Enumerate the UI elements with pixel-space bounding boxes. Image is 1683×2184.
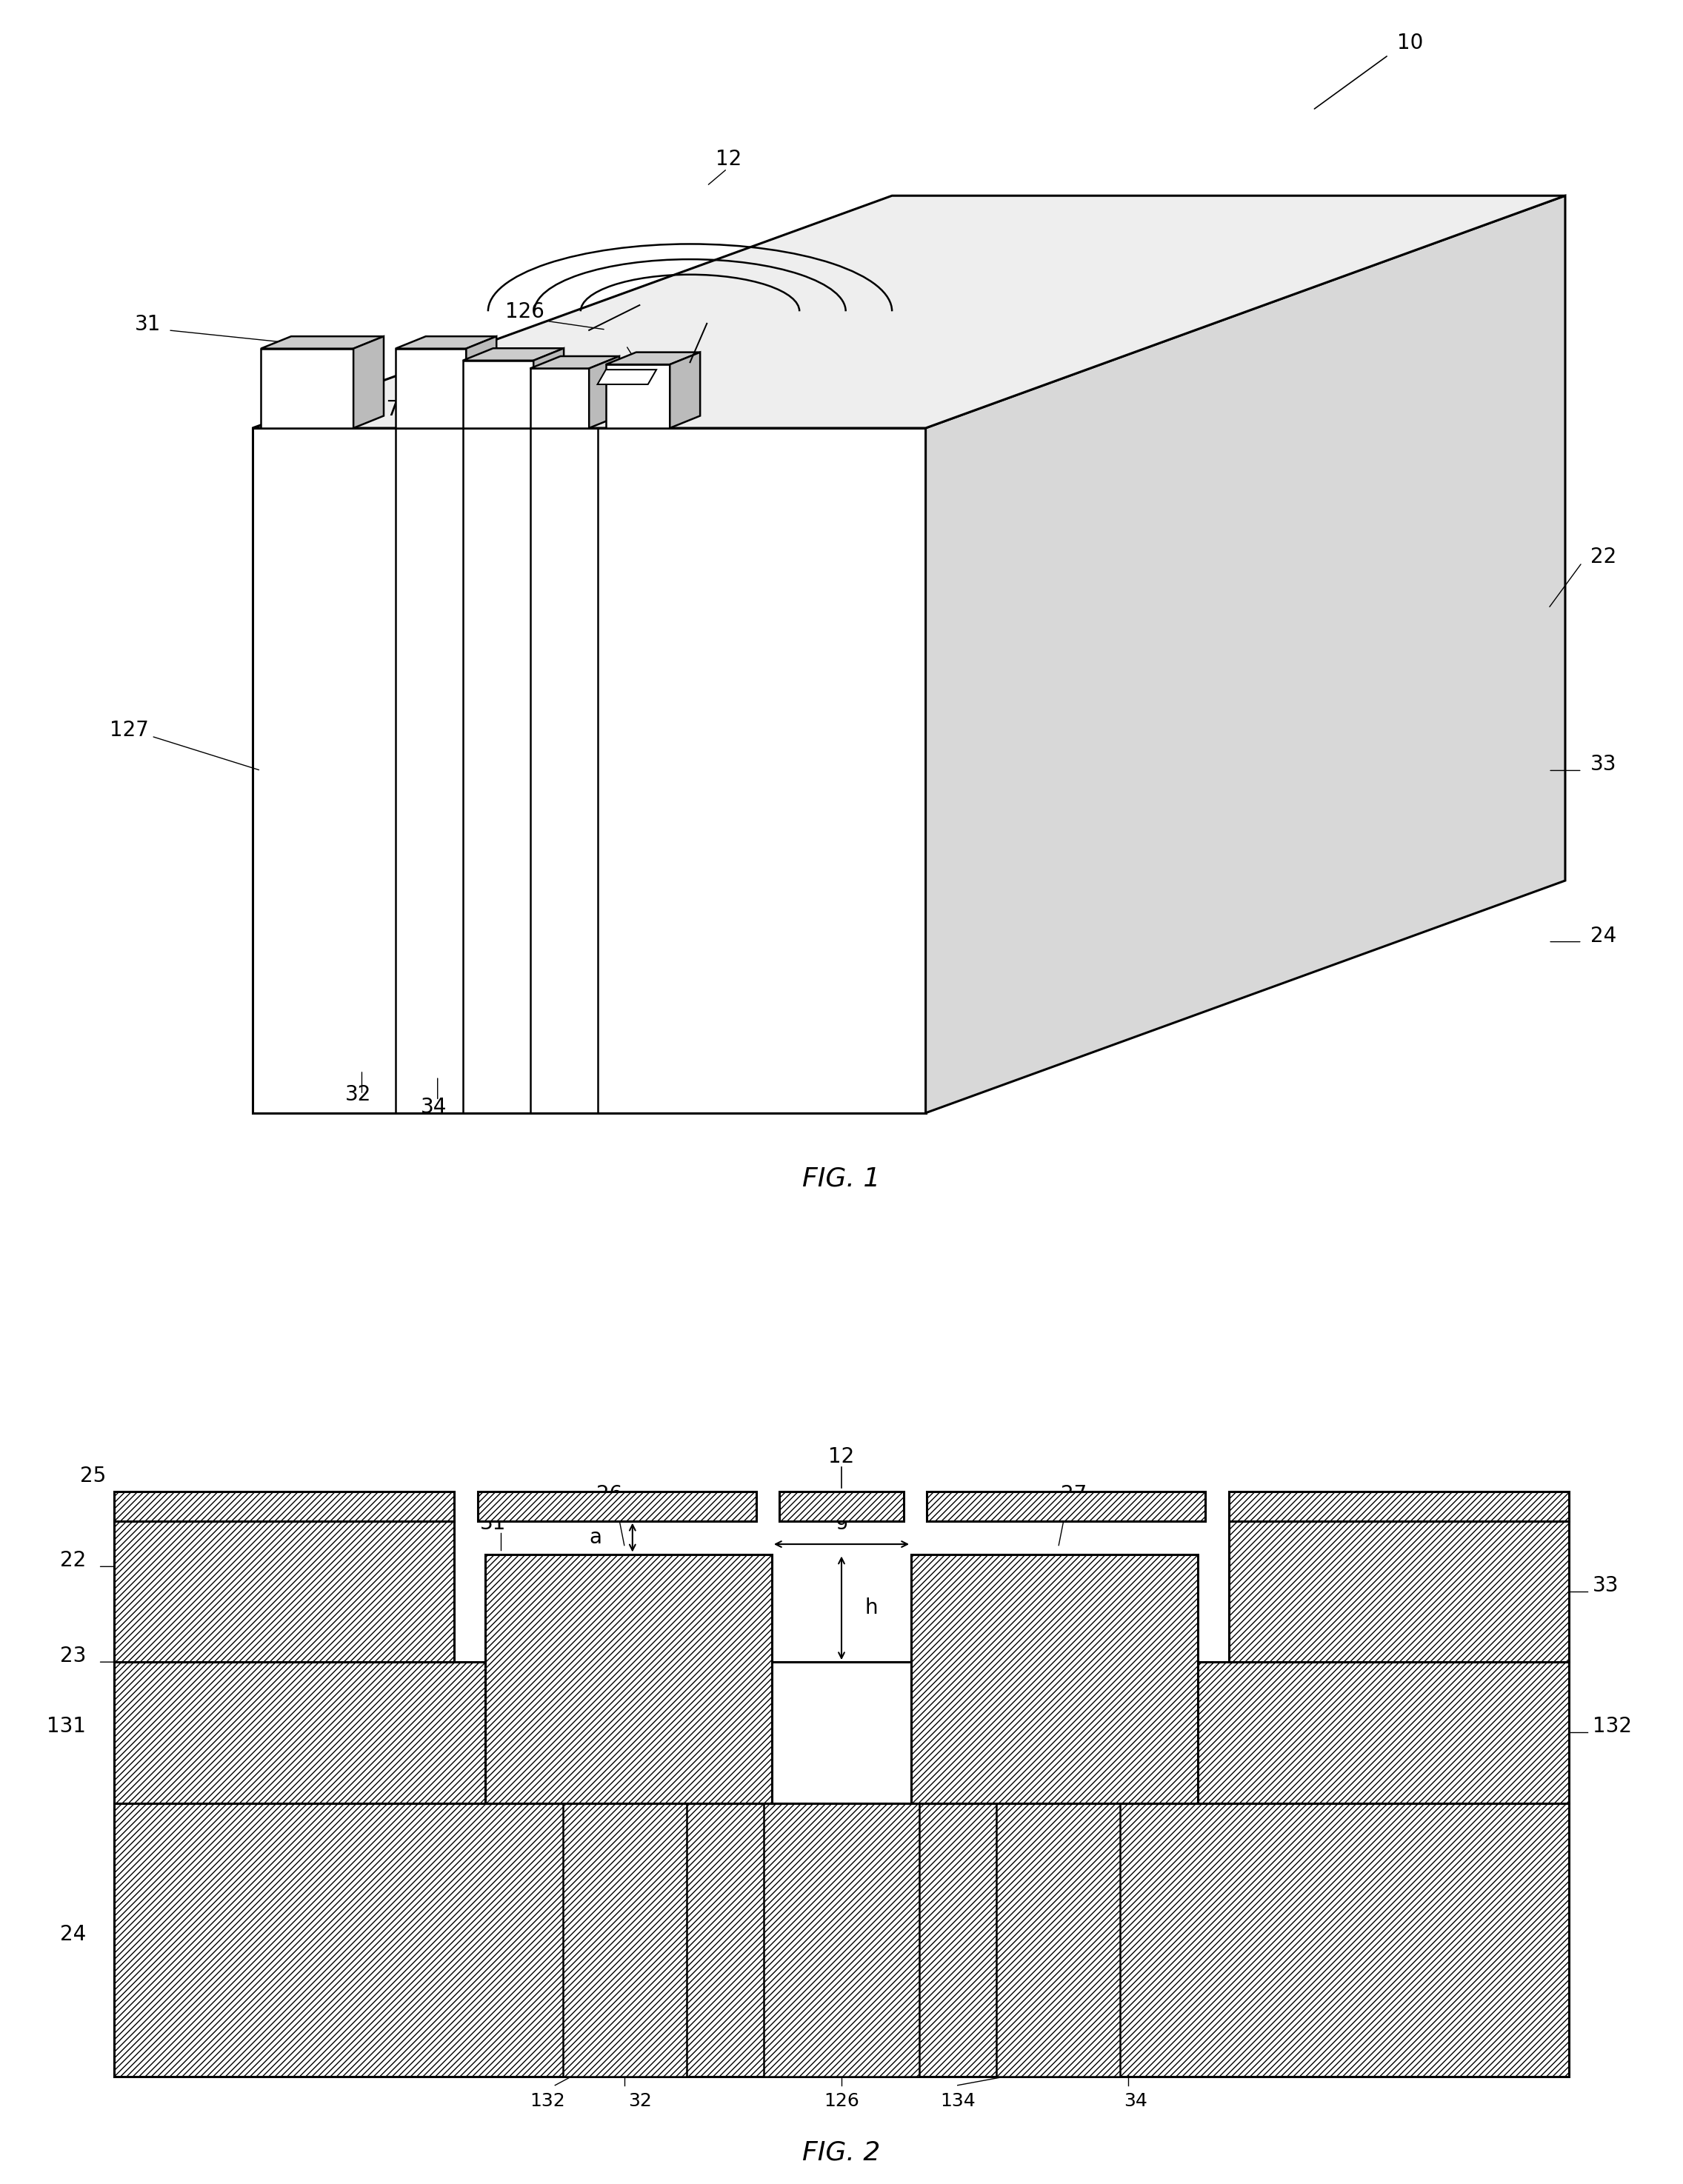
Text: 34: 34 <box>421 1096 448 1118</box>
Text: FIG. 1: FIG. 1 <box>803 1166 880 1192</box>
Polygon shape <box>772 1662 911 1804</box>
Polygon shape <box>252 197 1565 428</box>
Text: 26: 26 <box>328 400 355 419</box>
Text: 26: 26 <box>596 1483 623 1505</box>
Polygon shape <box>114 1520 454 1662</box>
Polygon shape <box>589 356 619 428</box>
Text: 127: 127 <box>537 1760 572 1778</box>
Text: 27: 27 <box>1060 1483 1087 1505</box>
Polygon shape <box>562 1804 687 2077</box>
Polygon shape <box>911 1555 1198 1804</box>
Polygon shape <box>114 1662 1569 1804</box>
Polygon shape <box>396 336 496 349</box>
Text: 32: 32 <box>628 2092 651 2110</box>
Polygon shape <box>927 1492 1205 1520</box>
Text: 12: 12 <box>828 1446 855 1468</box>
Text: 34: 34 <box>1124 2092 1148 2110</box>
Text: 33: 33 <box>1590 753 1617 775</box>
Polygon shape <box>597 369 656 384</box>
Text: 126: 126 <box>505 301 544 321</box>
Polygon shape <box>764 1804 919 2077</box>
Text: 23: 23 <box>59 1647 86 1666</box>
Polygon shape <box>530 369 589 428</box>
Polygon shape <box>396 349 466 428</box>
Text: 32: 32 <box>345 1085 372 1105</box>
Text: 24: 24 <box>61 1924 86 1944</box>
Text: 127: 127 <box>109 721 148 740</box>
Text: g: g <box>835 1509 848 1529</box>
Text: 31: 31 <box>480 1514 507 1533</box>
Text: 33: 33 <box>1592 1575 1619 1597</box>
Polygon shape <box>1229 1492 1569 1520</box>
Polygon shape <box>530 356 619 369</box>
Text: a: a <box>589 1527 601 1548</box>
Text: 132: 132 <box>1592 1717 1633 1736</box>
Polygon shape <box>353 336 384 428</box>
Text: FIG. 2: FIG. 2 <box>803 2140 880 2164</box>
Text: 132: 132 <box>530 2092 565 2110</box>
Text: 24: 24 <box>1590 926 1617 946</box>
Text: 22: 22 <box>61 1551 86 1570</box>
Text: 29: 29 <box>530 402 557 424</box>
Text: 126: 126 <box>823 2092 860 2110</box>
Text: 131: 131 <box>47 1717 86 1736</box>
Polygon shape <box>261 349 353 428</box>
Text: 12: 12 <box>715 149 742 170</box>
Text: 25: 25 <box>79 1465 106 1487</box>
Polygon shape <box>252 428 926 1114</box>
Polygon shape <box>1229 1520 1569 1662</box>
Polygon shape <box>463 360 534 428</box>
Text: 10: 10 <box>1397 33 1424 52</box>
Polygon shape <box>478 1492 756 1520</box>
Polygon shape <box>606 365 670 428</box>
Polygon shape <box>534 347 564 428</box>
Polygon shape <box>485 1555 772 1804</box>
Text: 22: 22 <box>1590 546 1617 568</box>
Polygon shape <box>926 197 1565 1114</box>
Polygon shape <box>670 352 700 428</box>
Text: 128: 128 <box>1111 1760 1146 1778</box>
Text: 31: 31 <box>135 314 162 334</box>
Polygon shape <box>996 1804 1121 2077</box>
Text: h: h <box>865 1599 879 1618</box>
Polygon shape <box>466 336 496 428</box>
Polygon shape <box>261 336 384 349</box>
Polygon shape <box>606 352 700 365</box>
Polygon shape <box>463 347 564 360</box>
Polygon shape <box>114 1492 454 1520</box>
Polygon shape <box>114 1804 1569 2077</box>
Text: 27: 27 <box>374 400 401 419</box>
Polygon shape <box>779 1492 904 1520</box>
Text: 128: 128 <box>614 406 653 426</box>
Text: 134: 134 <box>939 2092 976 2110</box>
Text: 121: 121 <box>821 1498 862 1518</box>
Text: 28: 28 <box>640 363 666 382</box>
